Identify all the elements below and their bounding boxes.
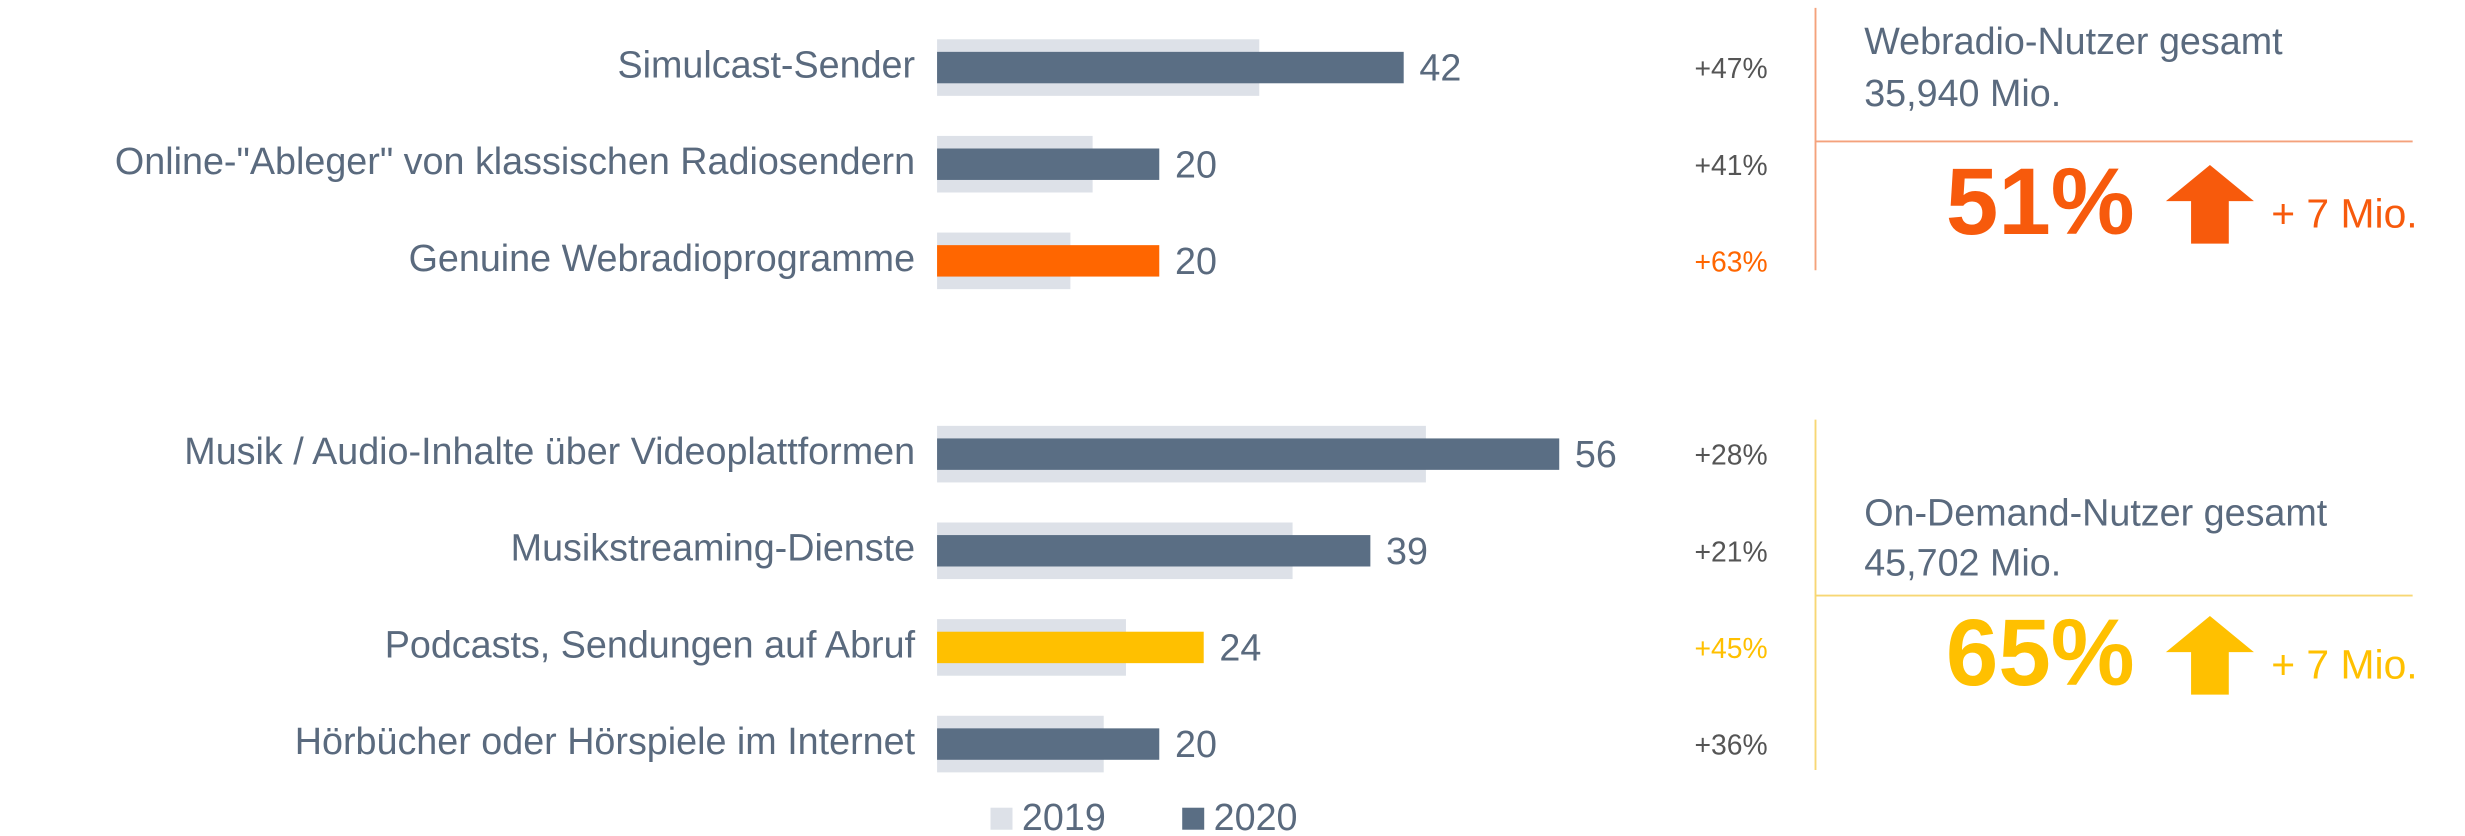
value-label: 39 [1386, 530, 1428, 572]
arrow-up [2165, 616, 2254, 695]
change-label: +41% [1695, 149, 1768, 181]
summary-title: Webradio-Nutzer gesamt [1864, 20, 2283, 62]
category-label: Genuine Webradioprogramme [409, 237, 915, 279]
change-label: +21% [1695, 535, 1768, 567]
bar-2020 [937, 728, 1160, 760]
category-label: Simulcast-Sender [618, 44, 916, 86]
change-label: +36% [1695, 729, 1768, 761]
summary-increase: + 7 Mio. [2271, 191, 2417, 237]
legend-label: 2020 [1214, 796, 1298, 836]
category-label: Online-"Ableger" von klassischen Radiose… [115, 140, 915, 182]
change-label: +28% [1695, 439, 1768, 471]
bar-2020 [937, 535, 1371, 567]
value-label: 24 [1219, 627, 1261, 669]
value-label: 42 [1419, 47, 1461, 89]
bar-2020 [937, 51, 1404, 84]
summary-total: 45,702 Mio. [1864, 542, 2061, 584]
category-label: Musikstreaming-Dienste [511, 527, 915, 569]
value-label: 20 [1175, 723, 1217, 765]
change-label: +47% [1695, 52, 1768, 84]
bar-2020 [937, 148, 1160, 180]
bar-2020 [937, 631, 1204, 664]
bar-2020 [937, 438, 1560, 470]
value-label: 20 [1175, 143, 1217, 185]
legend-swatch [990, 807, 1013, 830]
change-label: +63% [1695, 245, 1768, 277]
summary-title: On-Demand-Nutzer gesamt [1864, 491, 2328, 533]
category-label: Musik / Audio-Inhalte über Videoplattfor… [184, 430, 915, 472]
value-label: 56 [1575, 433, 1617, 475]
summary-share: 51% [1946, 149, 2135, 254]
value-label: 20 [1175, 240, 1217, 282]
summary-share: 65% [1946, 600, 2135, 705]
change-label: +45% [1695, 632, 1768, 664]
category-label: Podcasts, Sendungen auf Abruf [385, 623, 916, 665]
summary-total: 35,940 Mio. [1864, 72, 2061, 114]
bar-2020 [937, 245, 1160, 277]
legend-label: 2019 [1022, 796, 1106, 836]
summary-increase: + 7 Mio. [2271, 642, 2417, 688]
legend-swatch [1182, 807, 1205, 830]
category-label: Hörbücher oder Hörspiele im Internet [295, 720, 916, 762]
arrow-up [2165, 165, 2254, 244]
